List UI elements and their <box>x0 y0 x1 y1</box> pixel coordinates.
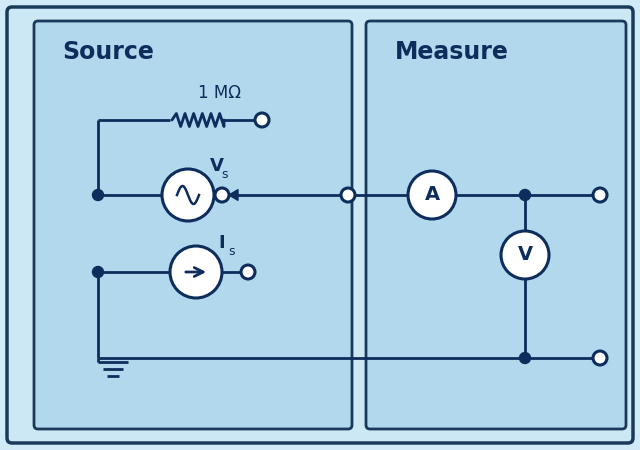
Circle shape <box>593 351 607 365</box>
FancyBboxPatch shape <box>34 21 352 429</box>
Circle shape <box>408 171 456 219</box>
Circle shape <box>341 188 355 202</box>
Text: I: I <box>218 234 225 252</box>
Circle shape <box>255 113 269 127</box>
FancyBboxPatch shape <box>7 7 633 443</box>
Circle shape <box>593 188 607 202</box>
Circle shape <box>162 169 214 221</box>
Circle shape <box>520 352 531 364</box>
FancyBboxPatch shape <box>366 21 626 429</box>
Text: A: A <box>424 185 440 204</box>
Circle shape <box>93 189 104 201</box>
Circle shape <box>501 231 549 279</box>
Polygon shape <box>229 189 238 200</box>
Text: V: V <box>517 246 532 265</box>
Text: s: s <box>221 168 227 181</box>
Circle shape <box>215 188 229 202</box>
Circle shape <box>520 189 531 201</box>
Circle shape <box>93 266 104 278</box>
Text: V: V <box>210 157 224 175</box>
Circle shape <box>170 246 222 298</box>
Text: Source: Source <box>62 40 154 64</box>
Text: s: s <box>228 245 234 258</box>
Text: 1 MΩ: 1 MΩ <box>198 84 241 102</box>
Circle shape <box>241 265 255 279</box>
Text: Measure: Measure <box>395 40 509 64</box>
